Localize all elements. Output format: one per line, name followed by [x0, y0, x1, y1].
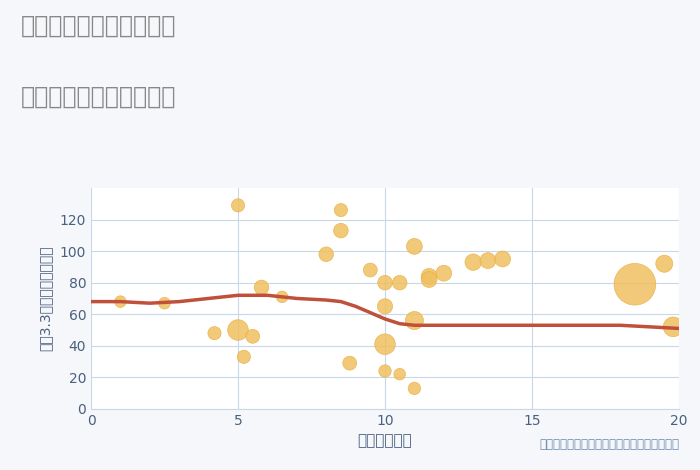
Point: [247, 333, 258, 340]
Point: [424, 276, 435, 283]
Point: [497, 255, 508, 263]
Point: [335, 227, 346, 235]
Point: [209, 329, 220, 337]
Text: 円の大きさは、取引のあった物件面積を示す: 円の大きさは、取引のあった物件面積を示す: [539, 438, 679, 451]
Point: [379, 279, 391, 286]
Point: [409, 243, 420, 250]
Point: [409, 317, 420, 324]
Point: [379, 367, 391, 375]
Point: [232, 202, 244, 209]
Point: [438, 269, 449, 277]
Text: 兵庫県川西市けやき坂の: 兵庫県川西市けやき坂の: [21, 14, 176, 38]
Point: [482, 257, 493, 264]
Point: [344, 360, 356, 367]
Point: [659, 260, 670, 267]
Text: 駅距離別中古戸建て価格: 駅距離別中古戸建て価格: [21, 85, 176, 109]
Point: [468, 258, 479, 266]
Point: [629, 281, 641, 288]
Point: [115, 298, 126, 306]
Point: [394, 370, 405, 378]
Point: [365, 266, 376, 274]
Point: [379, 303, 391, 310]
Point: [232, 326, 244, 334]
Point: [256, 283, 267, 291]
Point: [424, 273, 435, 280]
X-axis label: 駅距離（分）: 駅距離（分）: [358, 433, 412, 448]
Point: [159, 299, 170, 307]
Point: [394, 279, 405, 286]
Y-axis label: 坪（3.3㎡）単価（万円）: 坪（3.3㎡）単価（万円）: [38, 246, 52, 351]
Point: [321, 251, 332, 258]
Point: [379, 340, 391, 348]
Point: [276, 293, 288, 301]
Point: [335, 206, 346, 214]
Point: [238, 353, 249, 360]
Point: [668, 323, 679, 330]
Point: [409, 384, 420, 392]
